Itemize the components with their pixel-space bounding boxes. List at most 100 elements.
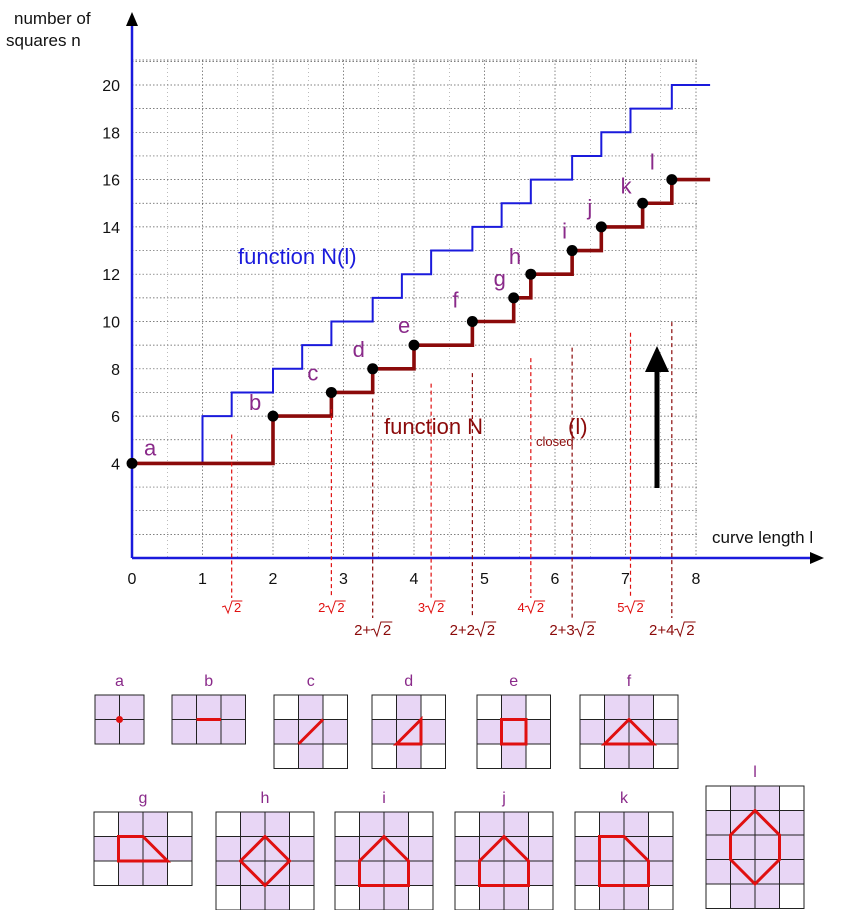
diagram-cell <box>408 860 434 886</box>
grid <box>132 59 697 558</box>
diagram-cell <box>93 860 119 886</box>
diagram-cell <box>196 694 222 720</box>
diagram-cell <box>408 811 434 837</box>
x-tick-label: 0 <box>128 571 137 588</box>
diagram-b: b <box>171 673 246 745</box>
point-label-j: j <box>586 195 592 220</box>
diagram-cell <box>167 836 193 862</box>
diagram-c: c <box>273 673 348 769</box>
annotation-label: 2 <box>221 600 243 615</box>
annotation-label: 2+ 2 <box>354 621 393 639</box>
diagram-cell <box>171 694 197 720</box>
diagram-cell <box>476 743 502 769</box>
diagram-polygon <box>600 717 658 746</box>
point-label-g: g <box>494 266 506 291</box>
diagram-cell <box>119 719 145 745</box>
diagram-cell <box>383 860 409 886</box>
diagram-label-k: k <box>620 790 629 807</box>
annotation-label: 2+2 2 <box>450 621 497 639</box>
x-tick-label: 8 <box>692 571 701 588</box>
point-label-c: c <box>307 360 318 385</box>
series-n-line <box>132 84 711 465</box>
diagram-cell <box>574 860 600 886</box>
diagram-cell <box>119 694 145 720</box>
diagram-segment <box>297 718 325 746</box>
diagram-cell <box>264 885 290 910</box>
diagram-point <box>116 716 123 723</box>
y-tick-label: 12 <box>102 267 120 284</box>
diagram-label-a: a <box>115 673 124 690</box>
annotation-lead: 3 <box>418 600 425 615</box>
annotation-lead: 2 <box>318 600 325 615</box>
diagram-cell <box>240 811 266 837</box>
diagram-h: h <box>215 790 315 910</box>
annotation-radicand: 2 <box>383 622 391 639</box>
diagram-cell <box>653 743 679 769</box>
diagram-cell <box>779 859 805 885</box>
series-label-n: function N(l) <box>238 244 357 269</box>
sqrt-sign <box>524 600 546 615</box>
series-label-nclosed: function N closed (l) <box>384 414 588 449</box>
point-label-a: a <box>144 435 157 460</box>
point-b <box>267 410 279 422</box>
diagram-cell <box>298 743 324 769</box>
y-tick-label: 18 <box>102 125 120 142</box>
diagram-cell <box>118 836 144 862</box>
annotation-radicand: 2 <box>686 622 694 639</box>
diagram-polygon <box>478 834 530 887</box>
diagram-cell <box>289 811 315 837</box>
diagram-label-c: c <box>307 673 315 690</box>
diagram-label-e: e <box>509 673 518 690</box>
point-f <box>466 316 478 327</box>
annotation-lead: 2+3 <box>549 622 574 639</box>
diagram-cell <box>623 885 649 910</box>
diagram-polygon <box>392 715 423 746</box>
sqrt-sign <box>674 621 696 638</box>
diagram-cell <box>454 836 480 862</box>
point-i <box>566 245 578 257</box>
diagram-cell <box>528 811 554 837</box>
diagram-g: g <box>93 790 193 886</box>
diagram-cell <box>579 719 605 745</box>
diagram-cell <box>648 836 674 862</box>
diagram-cell <box>334 885 360 910</box>
point-label-b: b <box>249 390 261 415</box>
diagram-j: j <box>454 790 554 910</box>
point-k <box>637 197 649 209</box>
diagram-cell <box>503 811 529 837</box>
diagram-cell <box>604 694 630 720</box>
diagram-label-b: b <box>204 673 213 690</box>
diagram-cell <box>779 810 805 836</box>
point-label-h: h <box>509 244 521 269</box>
diagram-polygon <box>358 834 410 887</box>
point-d <box>367 363 379 375</box>
diagram-cell <box>779 834 805 860</box>
diagram-cell <box>93 836 119 862</box>
diagram-cell <box>215 811 241 837</box>
diagram-cell <box>383 811 409 837</box>
diagram-cell <box>528 836 554 862</box>
diagram-cell <box>322 719 348 745</box>
diagram-cell <box>754 883 780 909</box>
diagram-cell <box>142 860 168 886</box>
diagram-cell <box>215 885 241 910</box>
point-label-d: d <box>353 337 365 362</box>
diagram-cell <box>730 834 756 860</box>
y-tick-label: 10 <box>102 315 120 332</box>
diagram-cell <box>167 860 193 886</box>
annotation-lead: 2+4 <box>649 622 674 639</box>
y-axis-label-line-2: squares n <box>6 31 81 50</box>
x-axis-label: curve length l <box>712 528 813 547</box>
diagram-cell <box>604 743 630 769</box>
diagram-cell <box>408 836 434 862</box>
annotation-radicand: 2 <box>637 600 644 615</box>
sqrt-sign <box>221 600 243 615</box>
diagram-label-d: d <box>404 673 413 690</box>
x-tick-label: 5 <box>480 571 489 588</box>
diagram-cell <box>479 860 505 886</box>
x-axis-arrow <box>810 552 824 564</box>
